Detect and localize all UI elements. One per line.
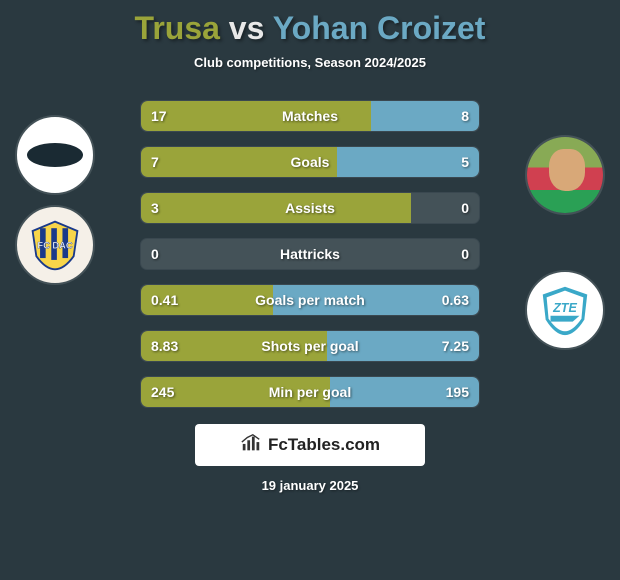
subtitle: Club competitions, Season 2024/2025 bbox=[0, 55, 620, 70]
player2-avatar bbox=[525, 135, 605, 215]
fcdac-badge-icon: FC DAC bbox=[27, 217, 83, 273]
vs-label: vs bbox=[229, 10, 265, 46]
date-label: 19 january 2025 bbox=[0, 478, 620, 493]
club-right-badge: ZTE bbox=[525, 270, 605, 350]
player1-avatar bbox=[15, 115, 95, 195]
stat-label: Goals bbox=[141, 147, 479, 177]
stat-label: Hattricks bbox=[141, 239, 479, 269]
club-left-badge: FC DAC bbox=[15, 205, 95, 285]
chart-icon bbox=[240, 432, 262, 459]
stat-label: Goals per match bbox=[141, 285, 479, 315]
stat-row: 75Goals bbox=[140, 146, 480, 178]
footer-brand: FcTables.com bbox=[195, 424, 425, 466]
stat-row: 30Assists bbox=[140, 192, 480, 224]
player2-name: Yohan Croizet bbox=[273, 10, 486, 46]
player1-silhouette-icon bbox=[25, 138, 85, 173]
stat-label: Assists bbox=[141, 193, 479, 223]
stat-label: Shots per goal bbox=[141, 331, 479, 361]
stat-row: 178Matches bbox=[140, 100, 480, 132]
zte-badge-icon: ZTE bbox=[536, 281, 594, 339]
svg-text:ZTE: ZTE bbox=[552, 301, 577, 315]
stat-row: 00Hattricks bbox=[140, 238, 480, 270]
stat-row: 8.837.25Shots per goal bbox=[140, 330, 480, 362]
stats-list: 178Matches 75Goals 30Assists 00Hattricks 0.4… bbox=[140, 100, 480, 408]
player1-name: Trusa bbox=[135, 10, 220, 46]
stat-row: 0.410.63Goals per match bbox=[140, 284, 480, 316]
stat-label: Min per goal bbox=[141, 377, 479, 407]
page-title: Trusa vs Yohan Croizet bbox=[0, 10, 620, 47]
svg-text:FC DAC: FC DAC bbox=[37, 241, 72, 251]
footer-brand-text: FcTables.com bbox=[268, 435, 380, 455]
stat-row: 245195Min per goal bbox=[140, 376, 480, 408]
stat-label: Matches bbox=[141, 101, 479, 131]
